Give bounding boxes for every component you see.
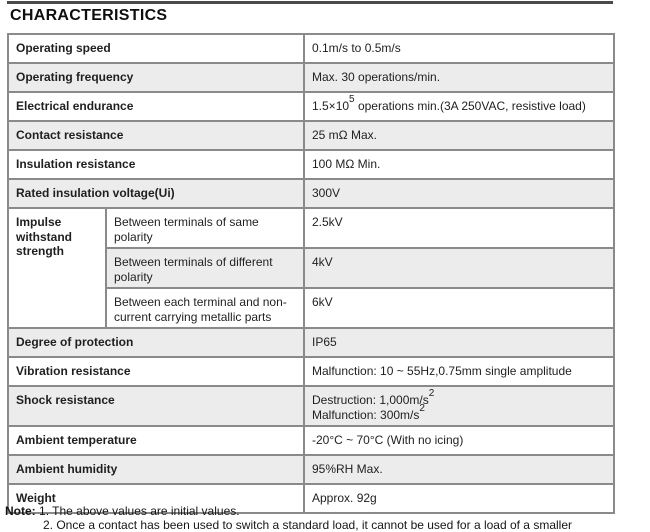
row-label: Electrical endurance (8, 92, 304, 121)
row-label: Ambient humidity (8, 455, 304, 484)
row-value: 95%RH Max. (304, 455, 614, 484)
table-row: Rated insulation voltage(Ui)300V (8, 179, 614, 208)
row-value: 300V (304, 179, 614, 208)
note-line: Note: 1. The above values are initial va… (5, 505, 572, 519)
row-value: 1.5×105 operations min.(3A 250VAC, resis… (304, 92, 614, 121)
row-label: Insulation resistance (8, 150, 304, 179)
row-value: 0.1m/s to 0.5m/s (304, 34, 614, 63)
row-label: Operating speed (8, 34, 304, 63)
row-label: Operating frequency (8, 63, 304, 92)
row-value: 100 MΩ Min. (304, 150, 614, 179)
note-line: 2. Once a contact has been used to switc… (43, 519, 572, 532)
row-value: -20°C ~ 70°C (With no icing) (304, 426, 614, 455)
row-label: Ambient temperature (8, 426, 304, 455)
row-label: Vibration resistance (8, 357, 304, 386)
row-sub-label: Between terminals of same polarity (106, 208, 304, 248)
row-sub-label: Between terminals of different polarity (106, 248, 304, 288)
row-value: Max. 30 operations/min. (304, 63, 614, 92)
row-value: 4kV (304, 248, 614, 288)
row-label: Rated insulation voltage(Ui) (8, 179, 304, 208)
row-sub-label: Between each terminal and non-current ca… (106, 288, 304, 328)
note-line-text: 1. The above values are initial values. (39, 504, 240, 518)
row-group-label: Impulse withstand strength (8, 208, 106, 328)
row-value: Malfunction: 10 ~ 55Hz,0.75mm single amp… (304, 357, 614, 386)
row-label: Shock resistance (8, 386, 304, 426)
row-label: Degree of protection (8, 328, 304, 357)
note-label: Note: (5, 504, 36, 518)
row-value: 6kV (304, 288, 614, 328)
row-value: 25 mΩ Max. (304, 121, 614, 150)
table-row: Ambient temperature-20°C ~ 70°C (With no… (8, 426, 614, 455)
row-value: 2.5kV (304, 208, 614, 248)
note-section: Note: 1. The above values are initial va… (5, 505, 572, 532)
row-value: IP65 (304, 328, 614, 357)
row-label: Contact resistance (8, 121, 304, 150)
section-title: CHARACTERISTICS (10, 7, 167, 25)
title-rule (7, 1, 613, 4)
